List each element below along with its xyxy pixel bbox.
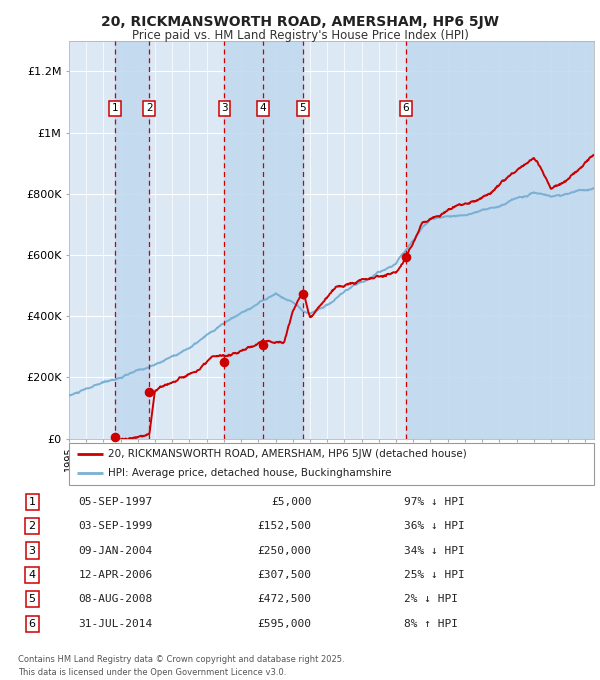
Text: 97% ↓ HPI: 97% ↓ HPI: [404, 497, 464, 507]
Text: 6: 6: [403, 103, 409, 113]
Text: 3: 3: [29, 545, 35, 556]
Text: 5: 5: [299, 103, 306, 113]
Text: 36% ↓ HPI: 36% ↓ HPI: [404, 521, 464, 531]
Text: £152,500: £152,500: [257, 521, 311, 531]
Text: Price paid vs. HM Land Registry's House Price Index (HPI): Price paid vs. HM Land Registry's House …: [131, 29, 469, 42]
Text: 6: 6: [29, 619, 35, 628]
Text: £5,000: £5,000: [271, 497, 311, 507]
Point: [220, 356, 229, 367]
Text: 25% ↓ HPI: 25% ↓ HPI: [404, 570, 464, 580]
Text: 2: 2: [29, 521, 36, 531]
Text: 1: 1: [29, 497, 35, 507]
Text: 2% ↓ HPI: 2% ↓ HPI: [404, 594, 458, 605]
Text: £307,500: £307,500: [257, 570, 311, 580]
Text: Contains HM Land Registry data © Crown copyright and database right 2025.
This d: Contains HM Land Registry data © Crown c…: [18, 655, 344, 677]
Text: 8% ↑ HPI: 8% ↑ HPI: [404, 619, 458, 628]
Text: 31-JUL-2014: 31-JUL-2014: [78, 619, 152, 628]
Point: [259, 339, 268, 350]
Text: 34% ↓ HPI: 34% ↓ HPI: [404, 545, 464, 556]
Point: [145, 386, 154, 397]
Text: £250,000: £250,000: [257, 545, 311, 556]
Text: 09-JAN-2004: 09-JAN-2004: [78, 545, 152, 556]
Text: 2: 2: [146, 103, 152, 113]
Text: 1: 1: [112, 103, 118, 113]
Text: £595,000: £595,000: [257, 619, 311, 628]
Point: [298, 288, 308, 299]
Text: HPI: Average price, detached house, Buckinghamshire: HPI: Average price, detached house, Buck…: [109, 469, 392, 479]
Text: 4: 4: [260, 103, 266, 113]
Bar: [115, 41, 149, 439]
Text: 20, RICKMANSWORTH ROAD, AMERSHAM, HP6 5JW (detached house): 20, RICKMANSWORTH ROAD, AMERSHAM, HP6 5J…: [109, 449, 467, 459]
Text: 12-APR-2006: 12-APR-2006: [78, 570, 152, 580]
Bar: [406, 41, 594, 439]
Text: 5: 5: [29, 594, 35, 605]
Text: 4: 4: [29, 570, 36, 580]
Text: 3: 3: [221, 103, 228, 113]
Point: [401, 251, 411, 262]
Text: 05-SEP-1997: 05-SEP-1997: [78, 497, 152, 507]
Bar: [224, 41, 303, 439]
Text: 03-SEP-1999: 03-SEP-1999: [78, 521, 152, 531]
Point: [110, 432, 120, 443]
Text: 20, RICKMANSWORTH ROAD, AMERSHAM, HP6 5JW: 20, RICKMANSWORTH ROAD, AMERSHAM, HP6 5J…: [101, 15, 499, 29]
Text: £472,500: £472,500: [257, 594, 311, 605]
Text: 08-AUG-2008: 08-AUG-2008: [78, 594, 152, 605]
